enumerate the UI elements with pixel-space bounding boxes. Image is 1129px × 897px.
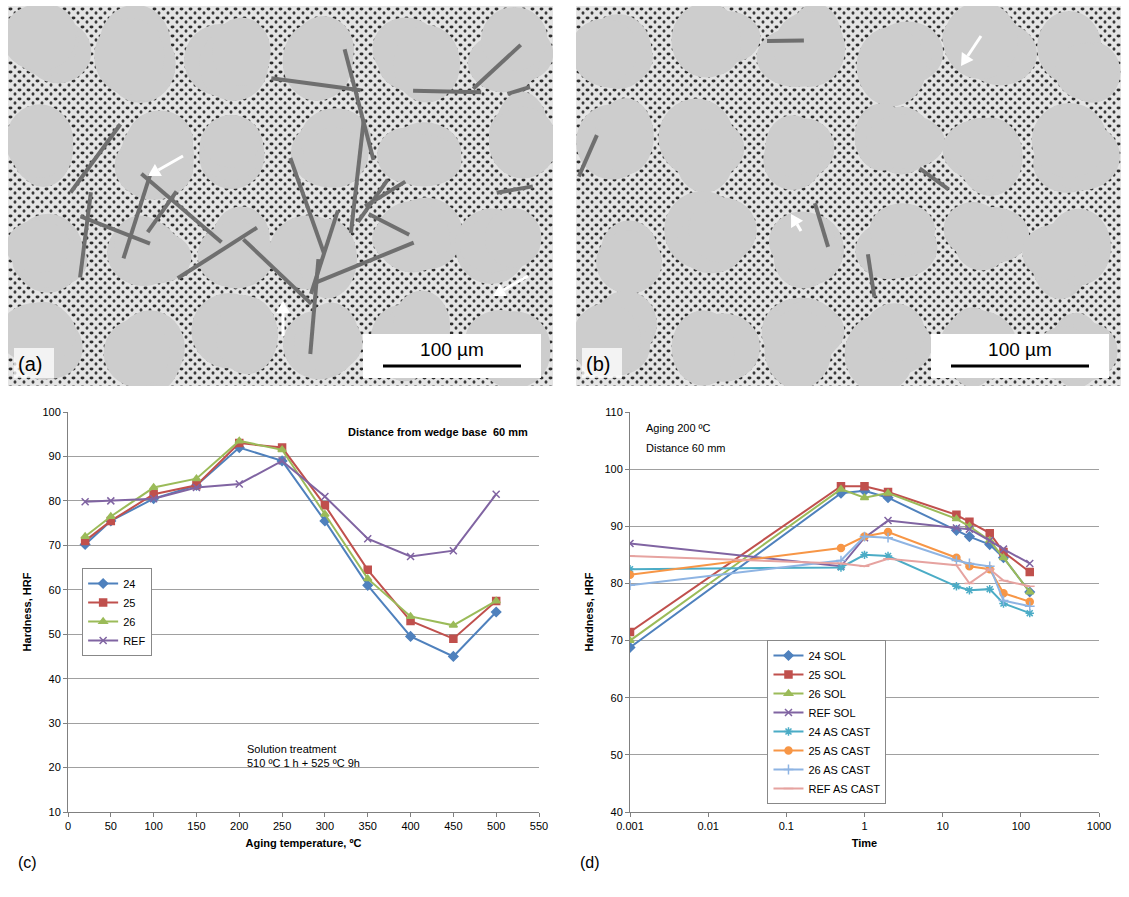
svg-text:25 AS CAST: 25 AS CAST (808, 745, 870, 757)
svg-text:10: 10 (49, 806, 61, 818)
svg-text:25 SOL: 25 SOL (808, 669, 845, 681)
svg-text:40: 40 (611, 806, 623, 818)
svg-text:(a): (a) (18, 353, 42, 375)
svg-text:60: 60 (611, 692, 623, 704)
svg-text:40: 40 (49, 673, 61, 685)
svg-text:Distance 60 mm: Distance 60 mm (646, 442, 725, 454)
svg-text:150: 150 (187, 820, 205, 832)
svg-text:50: 50 (49, 628, 61, 640)
svg-text:400: 400 (401, 820, 419, 832)
svg-text:550: 550 (530, 820, 548, 832)
svg-text:Hardness, HRF: Hardness, HRF (583, 572, 595, 651)
svg-text:Time: Time (852, 837, 877, 849)
svg-text:Distance from wedge base 60 m: Distance from wedge base 60 mm (348, 426, 528, 438)
svg-text:60: 60 (49, 584, 61, 596)
svg-text:50: 50 (611, 749, 623, 761)
svg-text:200: 200 (230, 820, 248, 832)
svg-text:250: 250 (273, 820, 291, 832)
svg-text:70: 70 (49, 539, 61, 551)
svg-text:REF SOL: REF SOL (808, 707, 855, 719)
svg-text:80: 80 (49, 495, 61, 507)
svg-text:0: 0 (65, 820, 71, 832)
svg-text:24 SOL: 24 SOL (808, 650, 845, 662)
svg-text:Hardness, HRF: Hardness, HRF (21, 572, 33, 651)
svg-text:80: 80 (611, 577, 623, 589)
svg-text:100: 100 (1012, 820, 1030, 832)
svg-text:100 µm: 100 µm (988, 339, 1052, 360)
svg-text:110: 110 (605, 406, 623, 418)
svg-text:(d): (d) (580, 854, 600, 871)
svg-text:100: 100 (604, 463, 622, 475)
svg-text:0.001: 0.001 (616, 820, 644, 832)
svg-text:450: 450 (444, 820, 462, 832)
svg-text:(b): (b) (586, 353, 610, 375)
svg-text:90: 90 (611, 520, 623, 532)
svg-text:70: 70 (611, 634, 623, 646)
svg-text:1: 1 (861, 820, 867, 832)
svg-text:26 SOL: 26 SOL (808, 688, 845, 700)
svg-text:100: 100 (144, 820, 162, 832)
svg-text:1000: 1000 (1087, 820, 1111, 832)
svg-text:Aging temperature, ºC: Aging temperature, ºC (246, 837, 362, 849)
svg-text:REF AS CAST: REF AS CAST (808, 783, 880, 795)
svg-text:26 AS CAST: 26 AS CAST (808, 764, 870, 776)
svg-text:20: 20 (49, 761, 61, 773)
svg-text:26: 26 (123, 616, 135, 628)
svg-text:100: 100 (42, 406, 60, 418)
svg-text:Solution treatment510 ºC 1 h +: Solution treatment510 ºC 1 h + 525 ºC 9h (247, 743, 360, 769)
svg-text:350: 350 (359, 820, 377, 832)
svg-text:50: 50 (105, 820, 117, 832)
svg-text:500: 500 (487, 820, 505, 832)
svg-text:24 AS CAST: 24 AS CAST (808, 726, 870, 738)
svg-text:25: 25 (123, 597, 135, 609)
svg-text:Aging 200 ºC: Aging 200 ºC (646, 422, 711, 434)
svg-text:300: 300 (316, 820, 334, 832)
svg-text:REF: REF (123, 635, 145, 647)
svg-text:24: 24 (123, 578, 135, 590)
svg-text:0.01: 0.01 (697, 820, 718, 832)
svg-text:(c): (c) (18, 854, 37, 871)
svg-text:90: 90 (49, 450, 61, 462)
svg-text:30: 30 (49, 717, 61, 729)
svg-text:10: 10 (937, 820, 949, 832)
svg-text:100 µm: 100 µm (420, 339, 484, 360)
svg-text:0.1: 0.1 (779, 820, 794, 832)
